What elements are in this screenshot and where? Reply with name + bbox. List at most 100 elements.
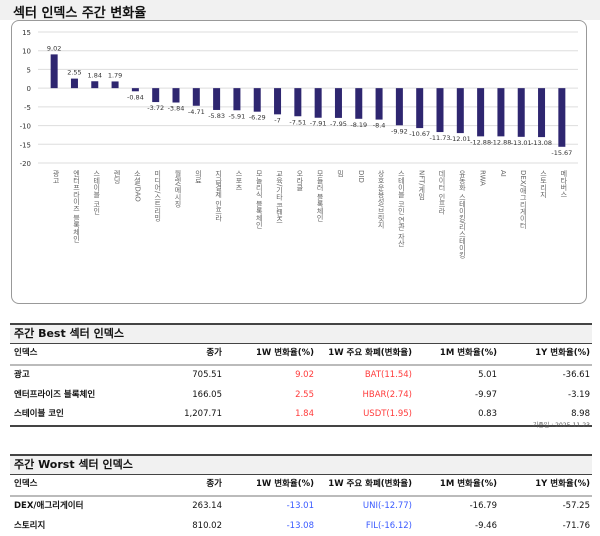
table-cell: 1,207.71: [184, 405, 222, 425]
table-cell: 263.14: [192, 497, 222, 517]
y-tick-label: 15: [22, 29, 31, 37]
data-label: 1.84: [88, 71, 102, 79]
column-header: 인덱스: [14, 344, 37, 364]
data-label: -8.4: [373, 122, 386, 130]
bar: [213, 88, 220, 110]
bar: [152, 88, 159, 102]
x-tick-label: 스테이블 코인: [93, 170, 101, 214]
table-cell: 스토리지: [14, 517, 45, 536]
table-cell: 166.05: [192, 386, 222, 406]
bar: [355, 88, 362, 119]
column-header: 1M 변화율(%): [440, 475, 497, 495]
x-tick-label: 소셜/DAO: [133, 170, 141, 202]
table-cell: HBAR(2.74): [362, 386, 412, 406]
column-header: 1W 변화율(%): [256, 344, 314, 364]
data-label: -8.19: [350, 121, 367, 129]
data-label: -5.83: [208, 112, 225, 120]
x-tick-label: 스토리지: [540, 170, 548, 199]
data-label: -3.84: [168, 105, 185, 113]
bar: [315, 88, 322, 118]
data-label: 1.79: [108, 71, 122, 79]
table-cell: 스테이블 코인: [14, 405, 64, 425]
table-cell: -16.79: [470, 497, 497, 517]
bar: [71, 79, 78, 89]
data-label: -3.72: [147, 104, 164, 112]
bar: [233, 88, 240, 110]
data-label: 2.55: [67, 69, 81, 77]
data-label: -7: [274, 116, 280, 124]
column-header: 인덱스: [14, 475, 37, 495]
x-tick-label: DEX/애그리게이터: [519, 170, 527, 230]
data-label: -13.01: [511, 139, 532, 147]
y-tick-label: -5: [24, 104, 31, 112]
table-cell: 1.84: [295, 405, 314, 425]
x-tick-label: 월렛/메시징: [174, 169, 182, 207]
bar: [51, 54, 58, 88]
table-cell: -36.61: [563, 366, 590, 386]
table-cell: UNI(-12.77): [363, 497, 412, 517]
reference-date: 기준일 : 2025-11-23: [533, 420, 590, 429]
table-row: 엔터프라이즈 블록체인 166.05 2.55 HBAR(2.74) -9.97 -3.1…: [10, 386, 592, 406]
table-cell: -9.46: [475, 517, 497, 536]
data-label: -12.01: [450, 135, 471, 143]
bar: [274, 88, 281, 114]
y-tick-label: -20: [20, 160, 31, 168]
x-tick-label: 지급결제 인프라: [215, 169, 223, 222]
bar: [457, 88, 464, 133]
bar: [112, 81, 119, 88]
bar: [376, 88, 383, 119]
table-cell: USDT(1.95): [363, 405, 412, 425]
column-header: 1M 변화율(%): [440, 344, 497, 364]
bar: [497, 88, 504, 136]
table-cell: -13.01: [287, 497, 314, 517]
table-cell: 2.55: [295, 386, 314, 406]
data-label: -7.51: [289, 118, 306, 126]
table-cell: -13.08: [287, 517, 314, 536]
data-label: -12.88: [470, 138, 491, 146]
data-label: -5.91: [229, 112, 246, 120]
bar: [538, 88, 545, 137]
data-label: -7.91: [310, 120, 327, 128]
bar: [396, 88, 403, 125]
bar: [335, 88, 342, 118]
data-label: -15.67: [551, 149, 572, 157]
x-tick-label: RWA: [479, 170, 487, 186]
data-label: -12.88: [490, 138, 511, 146]
column-header: 1W 주요 화폐(변화율): [328, 344, 412, 364]
bar: [193, 88, 200, 106]
column-header: 1Y 변화율(%): [535, 475, 590, 495]
x-tick-label: 스포츠: [235, 170, 243, 191]
bar: [91, 81, 98, 88]
y-tick-label: -10: [20, 123, 31, 131]
x-tick-label: 렌딩: [113, 169, 121, 184]
y-tick-label: 0: [27, 85, 31, 93]
bar: [518, 88, 525, 137]
table-cell: -3.19: [568, 386, 590, 406]
x-tick-label: 의료: [194, 169, 202, 184]
data-label: -9.92: [391, 127, 408, 135]
data-label: 9.02: [47, 44, 61, 52]
table-cell: DEX/애그리게이터: [14, 497, 83, 517]
y-tick-label: 10: [22, 48, 31, 56]
data-label: -7.95: [330, 120, 347, 128]
table-cell: 9.02: [295, 366, 314, 386]
x-tick-label: 모놀리식 블록체인: [255, 170, 263, 228]
y-tick-label: -15: [20, 141, 31, 149]
x-tick-label: 교육/기타 콘텐츠: [276, 170, 284, 224]
table-cell: -9.97: [475, 386, 497, 406]
column-header: 종가: [206, 475, 222, 495]
x-tick-label: 밈: [336, 170, 344, 177]
bar: [173, 88, 180, 102]
table-cell: BAT(11.54): [365, 366, 412, 386]
x-tick-label: 데이터 인프라: [438, 170, 446, 215]
x-tick-label: NFT/게임: [418, 170, 426, 200]
table-cell: -57.25: [563, 497, 590, 517]
table-cell: 엔터프라이즈 블록체인: [14, 386, 95, 406]
data-label: -6.29: [249, 114, 266, 122]
